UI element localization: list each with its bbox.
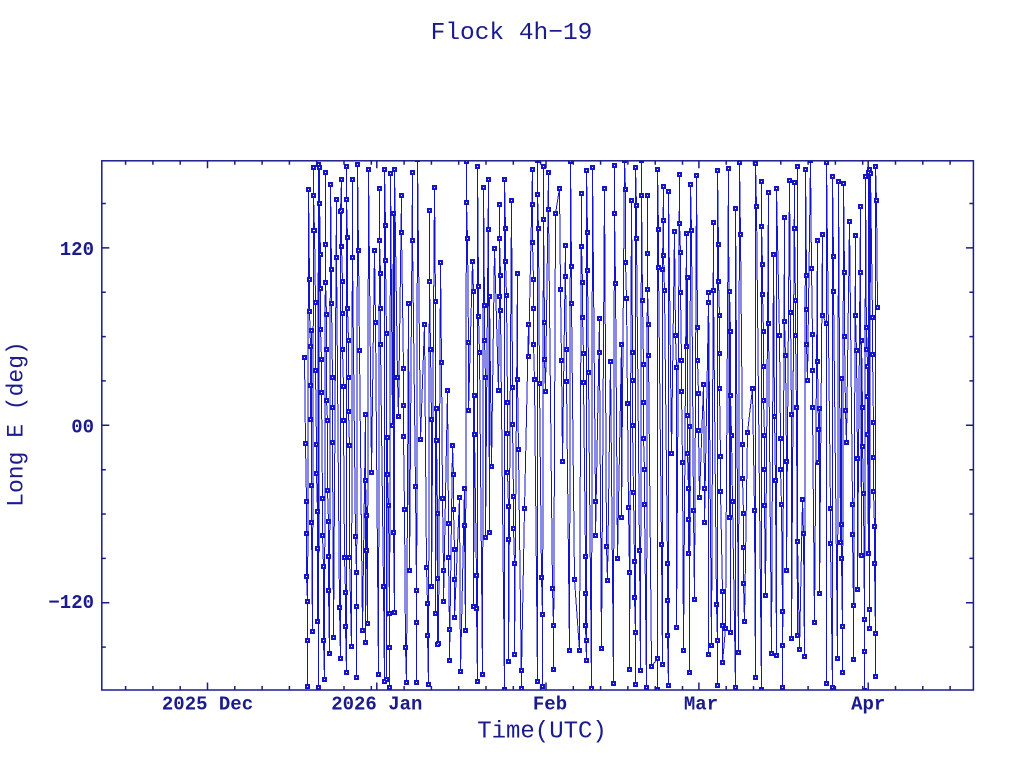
svg-text:Apr: Apr: [851, 694, 885, 716]
svg-text:Time(UTC): Time(UTC): [477, 719, 607, 746]
svg-text:Flock 4h−19: Flock 4h−19: [431, 20, 593, 47]
svg-text:Mar: Mar: [684, 694, 718, 716]
svg-text:120: 120: [60, 239, 94, 261]
svg-text:Long E (deg): Long E (deg): [4, 341, 30, 507]
svg-text:2026 Jan: 2026 Jan: [331, 694, 422, 716]
svg-text:2025 Dec: 2025 Dec: [162, 694, 253, 716]
svg-text:−120: −120: [48, 592, 94, 614]
svg-text:Feb: Feb: [533, 694, 567, 716]
svg-text:00: 00: [71, 416, 94, 438]
